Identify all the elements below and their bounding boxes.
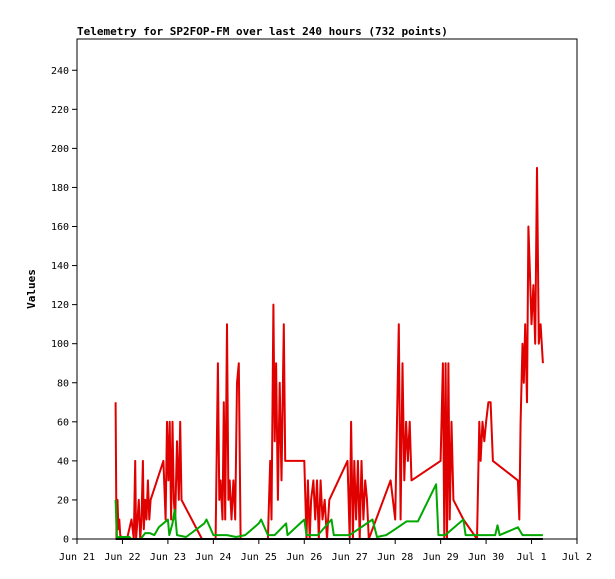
x-tick-label: Jul 2	[562, 552, 592, 563]
y-axis-label: Values	[25, 269, 38, 309]
chart-title: Telemetry for SP2FOP-FM over last 240 ho…	[77, 25, 448, 38]
x-axis: Jun 21 Jun 22 Jun 23 Jun 24 Jun 25 Jun 26 Jun …	[59, 539, 592, 563]
y-tick-label: 60	[57, 417, 69, 428]
y-tick-label: 200	[51, 144, 69, 155]
x-tick-label: Jun 26	[286, 552, 322, 563]
plot-area	[76, 38, 578, 540]
y-tick-label: 140	[51, 261, 69, 272]
y-tick-label: 40	[57, 456, 69, 467]
y-tick-label: 20	[57, 495, 69, 506]
y-tick-label: 220	[51, 105, 69, 116]
y-tick-label: 240	[51, 66, 69, 77]
y-tick-label: 120	[51, 300, 69, 311]
series-line-2	[114, 483, 543, 540]
x-tick-label: Jun 29	[423, 552, 459, 563]
x-tick-label: Jun 23	[150, 552, 186, 563]
x-tick-label: Jun 27	[332, 552, 368, 563]
x-tick-label: Jun 30	[468, 552, 504, 563]
x-tick-label: Jun 22	[104, 552, 140, 563]
y-tick-label: 180	[51, 183, 69, 194]
y-tick-label: 0	[63, 535, 69, 546]
x-tick-label: Jun 21	[59, 552, 95, 563]
y-axis: 0 20 40 60 80 100 120 140 160 180 200 220 240	[51, 66, 77, 546]
y-tick-label: 80	[57, 378, 69, 389]
x-tick-label: Jun 25	[241, 552, 277, 563]
x-tick-label: Jun 28	[377, 552, 413, 563]
x-tick-label: Jun 24	[195, 552, 231, 563]
series-layer	[114, 166, 544, 540]
y-tick-label: 100	[51, 339, 69, 350]
y-tick-label: 160	[51, 222, 69, 233]
x-tick-label: Jul 1	[516, 552, 546, 563]
